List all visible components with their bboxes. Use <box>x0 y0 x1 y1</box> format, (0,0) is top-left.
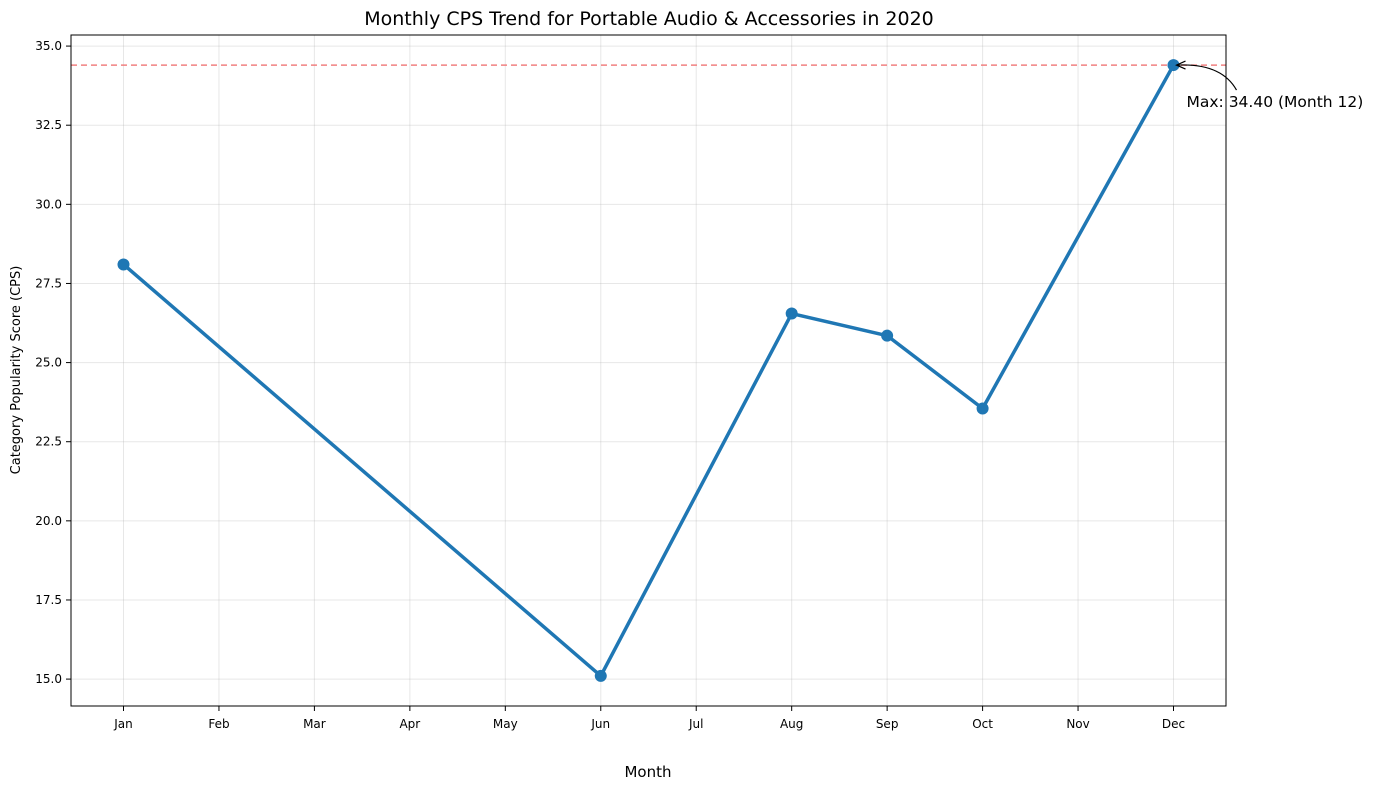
max-annotation-arrow <box>1177 64 1238 91</box>
x-tick-label: Oct <box>972 717 993 731</box>
y-tick-label: 15.0 <box>35 672 62 686</box>
y-axis-label: Category Popularity Score (CPS) <box>9 266 24 475</box>
x-tick-label: Jan <box>113 717 133 731</box>
data-point <box>594 669 607 682</box>
x-tick-label: Jun <box>590 717 610 731</box>
x-tick-label: Jul <box>688 717 703 731</box>
max-annotation-arrowhead <box>1175 60 1186 70</box>
y-tick-label: 22.5 <box>35 435 62 449</box>
x-axis-label: Month <box>624 763 671 781</box>
data-point <box>117 258 130 271</box>
data-point <box>785 307 798 320</box>
y-tick-label: 32.5 <box>35 118 62 132</box>
x-tick-label: Aug <box>780 717 803 731</box>
y-tick-label: 20.0 <box>35 514 62 528</box>
x-tick-label: Feb <box>208 717 229 731</box>
x-tick-label: Nov <box>1066 717 1089 731</box>
data-point <box>976 402 989 415</box>
y-tick-label: 17.5 <box>35 593 62 607</box>
plot-area-frame <box>70 34 1227 707</box>
chart-title: Monthly CPS Trend for Portable Audio & A… <box>364 8 934 30</box>
x-tick-label: May <box>493 717 518 731</box>
data-point <box>881 329 894 342</box>
y-tick-label: 25.0 <box>35 356 62 370</box>
x-tick-label: Sep <box>876 717 899 731</box>
y-tick-label: 27.5 <box>35 276 62 290</box>
x-tick-label: Dec <box>1162 717 1185 731</box>
y-axis-ticks: 15.0 17.5 20.0 22.5 25.0 27.5 30.0 32.5 35.0 <box>35 39 71 686</box>
cps-series-line <box>122 64 1176 678</box>
grid-layer <box>71 35 1226 706</box>
x-axis-ticks: Jan Feb Mar Apr May Jun Jul Aug Sep Oct Nov Dec <box>113 706 1185 731</box>
y-tick-label: 35.0 <box>35 39 62 53</box>
max-annotation-label: Max: 34.40 (Month 12) <box>1187 93 1364 111</box>
x-tick-label: Mar <box>303 717 326 731</box>
cps-data-points <box>117 59 1180 682</box>
x-tick-label: Apr <box>399 717 420 731</box>
y-tick-label: 30.0 <box>35 197 62 211</box>
data-point <box>1167 59 1180 72</box>
